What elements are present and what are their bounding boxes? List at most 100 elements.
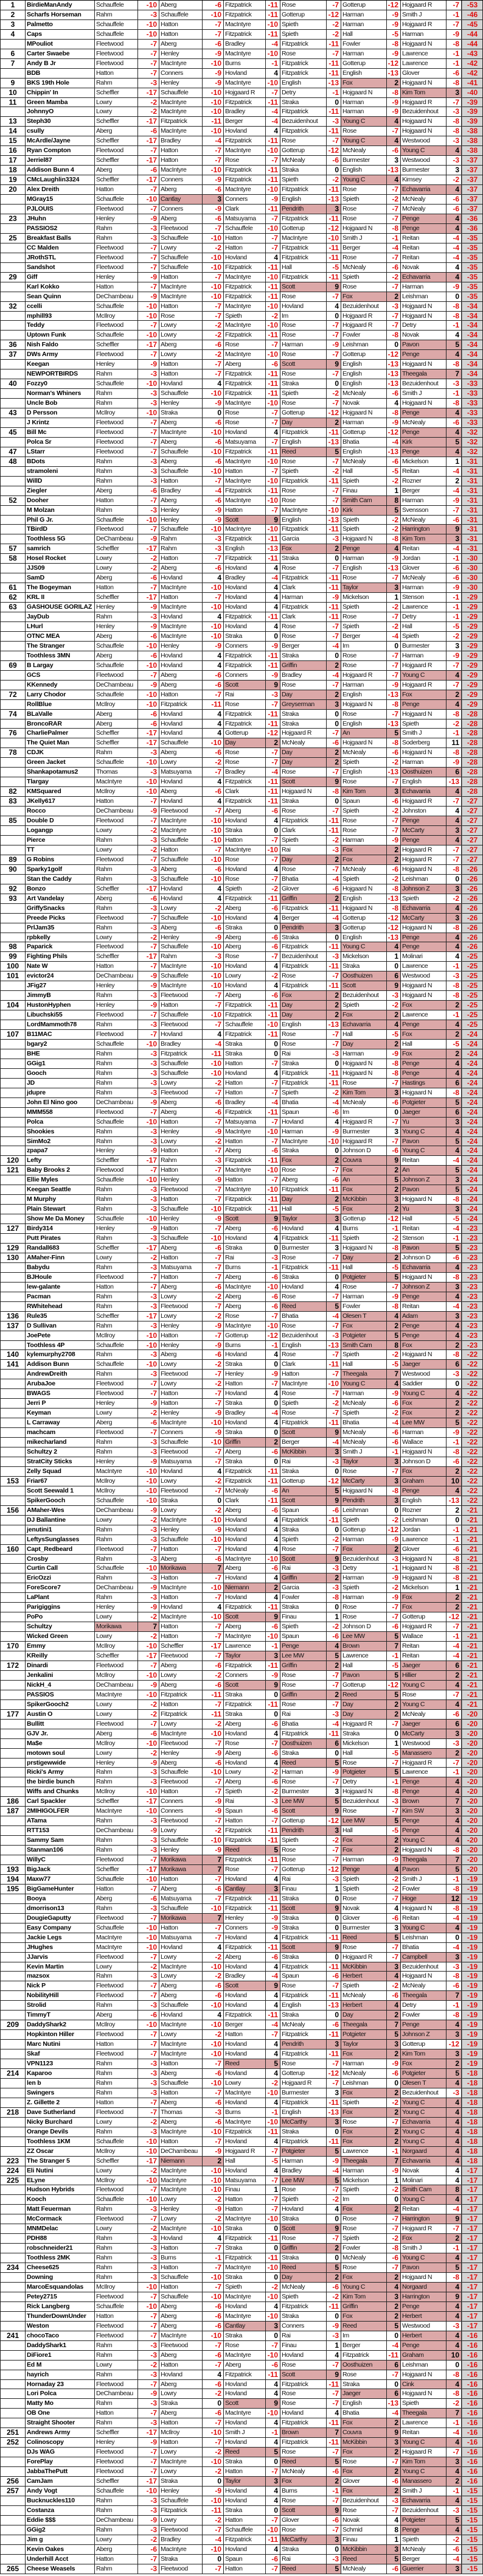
pick-golfer: Oosthuizen bbox=[341, 2360, 387, 2370]
pick-golfer: Oosthuizen bbox=[341, 971, 387, 982]
pick-golfer: Harman bbox=[401, 495, 447, 506]
pick-golfer: Finau bbox=[280, 1884, 327, 1894]
pick-score: -8 bbox=[447, 1846, 462, 1856]
pick-score: -6 bbox=[203, 2321, 224, 2331]
pick-golfer: Hojgaard R bbox=[401, 1, 447, 10]
pick-score: -9 bbox=[138, 1001, 159, 1011]
pick-score: -6 bbox=[447, 68, 462, 79]
total-score: -24 bbox=[462, 1059, 483, 1069]
standings-row: motown soul Lowry -2 Henley -9 Aberg -6 Straka 0… bbox=[0, 1748, 483, 1759]
pick-golfer: Lowry bbox=[224, 1768, 266, 1778]
pick-score: -7 bbox=[138, 1428, 159, 1438]
total-score: -24 bbox=[462, 1030, 483, 1040]
pick-golfer: Lowry bbox=[95, 1253, 138, 1263]
pick-golfer: Fox bbox=[341, 1321, 387, 1331]
pick-score: 9 bbox=[266, 2399, 280, 2409]
pick-golfer: Thomas bbox=[95, 768, 138, 778]
entrant-name: lew-galante bbox=[26, 1282, 95, 1292]
standings-row: Shookies Rahm -3 Henley -9 MacIntyre -10 Harman… bbox=[0, 1127, 483, 1137]
pick-score: 4 bbox=[266, 2166, 280, 2176]
pick-golfer: Straka bbox=[280, 1466, 327, 1477]
standings-row: Marc Nutini Hatton -7 MacIntyre -10 Hovland 4 P… bbox=[0, 2040, 483, 2050]
pick-golfer: Hojgaard R bbox=[401, 845, 447, 855]
pick-score: -7 bbox=[327, 1670, 341, 1681]
pick-golfer: McCarty bbox=[401, 913, 447, 923]
pick-golfer: Schauffele bbox=[159, 10, 203, 20]
total-score: -27 bbox=[462, 797, 483, 807]
pick-golfer: Rose bbox=[280, 486, 327, 496]
pick-score: 4 bbox=[203, 729, 224, 739]
rank-cell: 224 bbox=[0, 2166, 26, 2176]
pick-golfer: Westwood bbox=[401, 2321, 447, 2331]
pick-golfer: Lowry bbox=[95, 826, 138, 836]
pick-score: -4 bbox=[447, 544, 462, 555]
pick-score: -10 bbox=[138, 660, 159, 671]
entrant-name: Keegan bbox=[26, 360, 95, 370]
standings-row: Toothless 3MN Aberg -6 Hovland 4 Fitzpatrick -… bbox=[0, 651, 483, 661]
pick-score: 2 bbox=[387, 2088, 401, 2098]
pick-golfer: Fitzpatrick bbox=[280, 2379, 327, 2390]
pick-golfer: Bradley bbox=[159, 486, 203, 496]
pick-score: -2 bbox=[387, 603, 401, 613]
pick-golfer: Rose bbox=[224, 1865, 266, 1875]
pick-score: -7 bbox=[138, 2107, 159, 2118]
pick-golfer: Hall bbox=[401, 1214, 447, 1225]
pick-score: 2 bbox=[447, 2234, 462, 2244]
entrant-name: DWs Army bbox=[26, 350, 95, 360]
standings-row: Toothless 4P Schauffele -10 Henley -9 Burns -1… bbox=[0, 1340, 483, 1351]
pick-golfer: Spieth bbox=[341, 1409, 387, 1419]
pick-score: -6 bbox=[387, 1097, 401, 1108]
pick-golfer: Brown bbox=[341, 1642, 387, 1652]
rank-cell bbox=[0, 389, 26, 399]
pick-golfer: Hojgaard N bbox=[401, 2273, 447, 2283]
pick-score: -6 bbox=[203, 2098, 224, 2108]
pick-golfer: Fitzpatrick bbox=[224, 1, 266, 10]
pick-score: -3 bbox=[327, 1583, 341, 1594]
pick-golfer: Fitzpatrick bbox=[280, 2438, 327, 2448]
pick-score: -7 bbox=[203, 1262, 224, 1273]
pick-score: -11 bbox=[266, 651, 280, 661]
pick-golfer: DeChambeau bbox=[95, 1583, 138, 1594]
pick-golfer: Straka bbox=[280, 1603, 327, 1613]
pick-golfer: Hojgaard R bbox=[280, 729, 327, 739]
standings-row: Kevin Oakes Aberg -6 MacIntyre -10 Hovland 4 St… bbox=[0, 2544, 483, 2555]
pick-score: 5 bbox=[447, 2515, 462, 2525]
pick-golfer: English bbox=[341, 447, 387, 457]
pick-score: -9 bbox=[203, 2205, 224, 2215]
pick-score: -13 bbox=[387, 933, 401, 943]
pick-golfer: Hatton bbox=[159, 476, 203, 486]
pick-golfer: Young C bbox=[401, 1146, 447, 1157]
pick-score: -12 bbox=[327, 1476, 341, 1486]
total-score: -16 bbox=[462, 2477, 483, 2487]
pick-golfer: Reed bbox=[280, 2564, 327, 2574]
pick-score: -3 bbox=[138, 991, 159, 1001]
pick-golfer: English bbox=[341, 768, 387, 778]
pick-score: -7 bbox=[203, 369, 224, 380]
pick-score: -2 bbox=[387, 874, 401, 884]
pick-score: -3 bbox=[327, 1874, 341, 1885]
rank-cell: 186 bbox=[0, 1797, 26, 1807]
rank-cell bbox=[0, 2457, 26, 2468]
total-score: -19 bbox=[462, 1884, 483, 1894]
pick-golfer: Young C bbox=[401, 1127, 447, 1137]
pick-score: -6 bbox=[387, 2564, 401, 2574]
pick-score: -10 bbox=[203, 2001, 224, 2011]
pick-score: -11 bbox=[327, 127, 341, 137]
pick-score: -7 bbox=[203, 1777, 224, 1788]
pick-golfer: Mickelson bbox=[401, 1583, 447, 1594]
pick-score: -2 bbox=[203, 2467, 224, 2477]
pick-score: 3 bbox=[447, 913, 462, 923]
pick-score: 3 bbox=[327, 205, 341, 214]
pick-score: -3 bbox=[138, 874, 159, 884]
pick-score: -2 bbox=[327, 1535, 341, 1545]
pick-score: -8 bbox=[447, 2389, 462, 2399]
pick-golfer: Scheffler bbox=[95, 1311, 138, 1321]
rank-cell bbox=[0, 1787, 26, 1797]
total-score: -29 bbox=[462, 612, 483, 622]
rank-cell bbox=[0, 1719, 26, 1729]
standings-row: 63 GASHOUSE GORILAZ Henley -9 MacIntyre -10 Ho… bbox=[0, 603, 483, 613]
rank-cell bbox=[0, 1670, 26, 1681]
pick-score: -4 bbox=[387, 2340, 401, 2351]
pick-score: -10 bbox=[266, 1166, 280, 1176]
pick-score: -7 bbox=[327, 2185, 341, 2196]
